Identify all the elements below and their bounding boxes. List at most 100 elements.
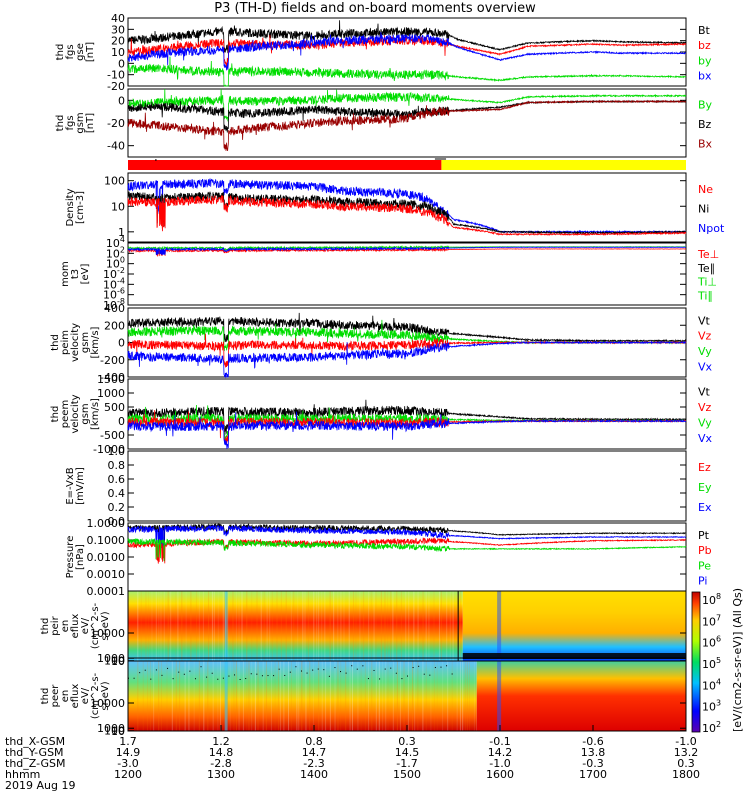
spectrogram-stripe <box>428 591 430 661</box>
y-tick-label: 1500 <box>97 373 125 386</box>
legend-entry: Npot <box>698 222 725 235</box>
y-tick-label: 0.0001 <box>87 585 126 598</box>
spectrogram-stripe <box>242 661 244 731</box>
series-line-by <box>127 56 687 87</box>
spectrogram-stripe <box>387 591 389 661</box>
spectrogram-stripe <box>318 591 320 661</box>
y-axis-label-line: Density <box>65 188 76 226</box>
spectrogram-speck <box>267 675 269 677</box>
spectrogram-stripe <box>224 591 228 661</box>
y-tick-label: -40 <box>107 140 125 153</box>
spectrogram-speck <box>440 666 442 668</box>
y-axis-label-line: [nT] <box>85 42 96 62</box>
y-tick-label: -20 <box>107 80 125 93</box>
y-axis-label: thd fgs gse [nT] <box>55 42 96 62</box>
spectrogram-speck <box>373 669 375 671</box>
spectrogram-stripe <box>387 661 389 731</box>
y-tick-label: 100 <box>104 655 125 668</box>
y-axis-label: Pressure [nPa] <box>65 536 86 579</box>
spectrogram-stripe <box>203 661 205 731</box>
x-tick-label: -3.0 <box>117 757 138 770</box>
y-tick-label: 1000 <box>97 387 125 400</box>
spectrogram-stripe <box>140 591 142 661</box>
spectrogram-stripe <box>276 591 278 661</box>
x-tick-label: 0.3 <box>677 757 695 770</box>
spectrogram-stripe <box>148 591 150 661</box>
series-line-Pt <box>127 522 687 548</box>
spectrogram-speck <box>401 678 403 680</box>
y-axis-label: mom t3 [eV] <box>60 261 91 287</box>
legend-entry: by <box>698 54 712 67</box>
y-tick-label: 10 <box>111 725 125 738</box>
legend-entry: Bz <box>698 118 712 131</box>
spectrogram-speck <box>289 671 291 673</box>
spectrogram-stripe <box>280 591 282 661</box>
spectrogram-stripe <box>269 591 271 661</box>
spectrogram-stripe <box>238 591 240 661</box>
spectrogram-stripe <box>425 591 427 661</box>
spectrogram-stripe <box>375 661 377 731</box>
spectrogram-stripe <box>208 591 210 661</box>
spectrogram-speck <box>211 672 213 674</box>
series-line-Ti <box>127 244 687 256</box>
spectrogram-speck <box>194 678 196 680</box>
y-axis-label-line: thd <box>55 115 66 132</box>
spectrogram-stripe <box>442 661 444 731</box>
y-tick-label: 1 <box>118 226 125 239</box>
spectrogram-stripe <box>193 661 195 731</box>
spectrogram-stripe <box>257 661 259 731</box>
y-axis-label-line: thd <box>40 688 51 705</box>
spectrogram-stripe <box>246 591 248 661</box>
y-axis-label-line: eV/ <box>80 617 91 634</box>
colorbar-label: [eV/(cm2-s-sr-eV)] (All Qs) <box>731 588 744 732</box>
legend-entry: Vt <box>698 314 711 327</box>
legend-entry: Ey <box>698 481 712 494</box>
spectrogram-stripe <box>378 661 380 731</box>
spectrogram-stripe <box>351 661 353 731</box>
spectrogram-stripe <box>405 591 407 661</box>
spectrogram-stripe <box>456 661 458 731</box>
spectrogram-stripe <box>305 661 307 731</box>
legend-entry: Ez <box>698 461 711 474</box>
spectrogram-speck <box>323 669 325 671</box>
spectrogram-speck <box>295 666 297 668</box>
spectrogram-speck <box>206 676 208 678</box>
time-axis-row-label: thd_X-GSM <box>5 735 65 748</box>
spectrogram-stripe <box>345 661 347 731</box>
spectrogram-speck <box>178 671 180 673</box>
spectrogram-speck <box>278 668 280 670</box>
spectrogram-stripe <box>462 661 464 731</box>
x-tick-label: -1.0 <box>489 757 510 770</box>
spectrogram-stripe <box>213 591 215 661</box>
spectrogram-stripe <box>160 591 162 661</box>
y-axis-label-line: peem <box>60 400 71 428</box>
spectrogram-stripe <box>368 591 370 661</box>
y-axis-label-line: mom <box>60 261 71 287</box>
spectrogram-speck <box>250 673 252 675</box>
spectrogram-stripe <box>217 591 219 661</box>
spectrogram-speck <box>446 665 448 667</box>
spectrogram-stripe <box>145 591 147 661</box>
spectrogram-stripe <box>167 591 169 661</box>
spectrogram-stripe <box>270 661 272 731</box>
spectrogram-speck <box>429 674 431 676</box>
spectrogram-stripe <box>357 661 359 731</box>
y-axis-label-line: thd <box>50 406 61 423</box>
series-line-bz <box>127 34 687 70</box>
spectrogram-stripe <box>265 661 267 731</box>
y-axis-label-line: [cm-3] <box>75 191 86 224</box>
spectrogram-stripe <box>184 661 186 731</box>
spectrogram-speck <box>434 667 436 669</box>
spectrogram-stripe <box>185 591 187 661</box>
colorbar: 108 107 106 105 104 103 102 [eV/(cm2-s-sr-eV)] … <box>691 588 744 735</box>
spectrogram-stripe <box>370 591 372 661</box>
y-axis-label-line: en <box>60 620 71 633</box>
spectrogram-stripe <box>179 661 181 731</box>
spectrogram-speck <box>217 678 219 680</box>
spectrogram-stripe <box>254 661 256 731</box>
y-tick-label: 0 <box>118 415 125 428</box>
panel-frame <box>127 450 687 522</box>
spectrogram-speck <box>362 665 364 667</box>
legend-entry: Ni <box>698 202 709 215</box>
